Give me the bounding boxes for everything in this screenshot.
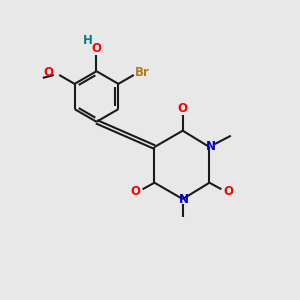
Text: N: N [179, 193, 189, 206]
Text: O: O [92, 42, 101, 56]
Text: O: O [178, 102, 188, 115]
Text: O: O [224, 185, 234, 198]
Text: Br: Br [135, 66, 150, 80]
Text: H: H [83, 34, 93, 47]
Text: O: O [44, 66, 54, 80]
Text: N: N [206, 140, 216, 153]
Text: O: O [130, 185, 140, 198]
